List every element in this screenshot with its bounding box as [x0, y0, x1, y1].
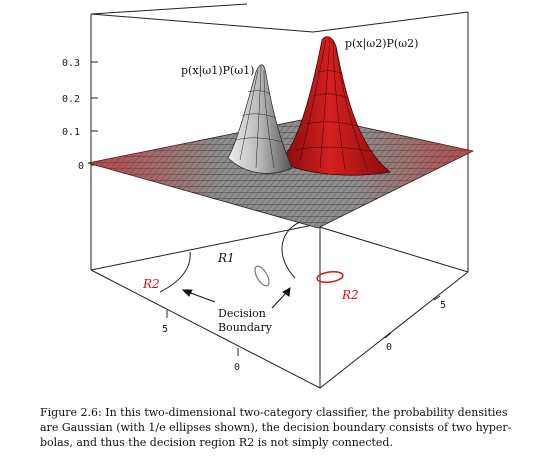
annotation-decision: Decision — [218, 307, 266, 320]
caption-line: Figure 2.6: In this two-dimensional two-… — [40, 406, 508, 419]
x1-tick-label: 5 — [162, 324, 168, 335]
x2-tick-label: 0 — [386, 342, 392, 353]
box-frame — [90, 3, 469, 389]
class2-ellipse — [316, 270, 344, 284]
density-label-omega1: p(x|ω1)P(ω1) — [181, 64, 254, 78]
z-tick-label: 0.3 — [62, 58, 80, 69]
region-label-r2-left: R2 — [142, 277, 160, 291]
density-surface — [87, 36, 475, 229]
x2-tick-label: 5 — [440, 300, 446, 311]
decision-boundary-left — [159, 251, 191, 293]
class1-ellipse — [254, 265, 270, 287]
decision-boundary-right — [281, 221, 301, 279]
annotation-boundary: Boundary — [218, 321, 273, 334]
region-label-r1: R1 — [217, 251, 235, 265]
caption-line: are Gaussian (with 1/e ellipses shown), … — [40, 421, 512, 434]
z-tick-label: 0.1 — [62, 127, 80, 138]
z-axis: 0.3 0.2 0.1 0 — [62, 58, 98, 172]
x-axes: 5 0 0 5 — [162, 295, 446, 373]
class2-peak — [279, 36, 391, 176]
class1-peak — [227, 64, 293, 174]
z-tick-label: 0 — [78, 161, 84, 172]
caption-line: bolas, and thus the decision region R2 i… — [40, 436, 393, 449]
region-label-r2-right: R2 — [341, 288, 359, 302]
density-label-omega2: p(x|ω2)P(ω2) — [345, 37, 418, 51]
annotation-arrows — [181, 287, 291, 309]
x1-tick-label: 0 — [234, 362, 240, 373]
z-tick-label: 0.2 — [62, 94, 80, 105]
figure-3d-plot: 0.3 0.2 0.1 0 5 0 0 5 R1 R2 R2 Decision — [62, 3, 475, 389]
figure-caption: Figure 2.6: In this two-dimensional two-… — [40, 405, 520, 450]
